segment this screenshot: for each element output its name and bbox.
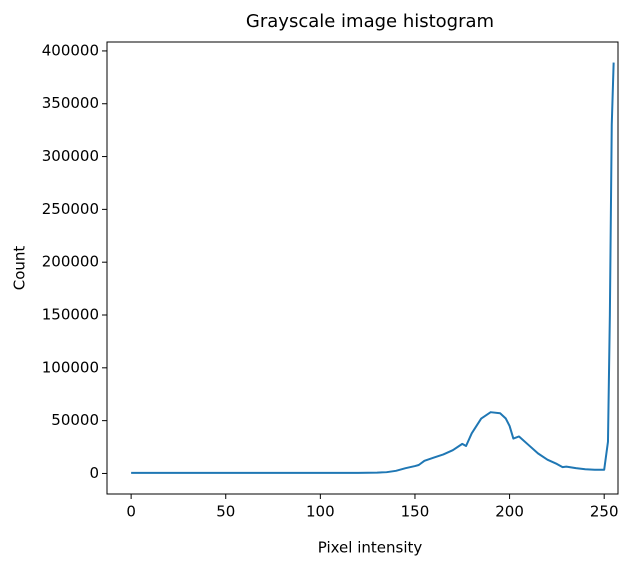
y-tick-label: 150000 [42,306,99,324]
x-axis-label: Pixel intensity [318,539,423,557]
y-tick-label: 200000 [42,253,99,271]
x-tick-label: 100 [306,503,335,521]
y-tick-label: 300000 [42,147,99,165]
x-tick-label: 150 [401,503,430,521]
y-tick-label: 50000 [51,411,99,429]
y-tick-label: 400000 [42,41,99,59]
x-tick-label: 0 [126,503,136,521]
chart-title: Grayscale image histogram [246,11,494,32]
y-tick-label: 350000 [42,94,99,112]
x-tick-label: 50 [216,503,235,521]
y-tick-label: 250000 [42,200,99,218]
x-tick-label: 200 [495,503,524,521]
y-axis-label: Count [11,246,29,291]
y-tick-label: 0 [89,464,99,482]
plot-frame [106,41,619,495]
y-tick-label: 100000 [42,358,99,376]
x-tick-label: 250 [590,503,619,521]
line [131,62,615,474]
